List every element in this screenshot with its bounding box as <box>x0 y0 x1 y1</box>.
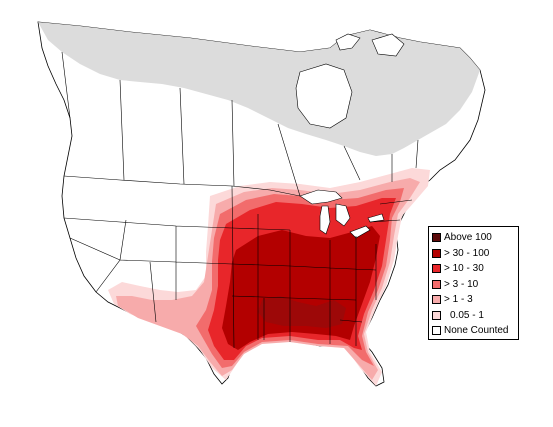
legend-item-none-counted: None Counted <box>432 323 516 339</box>
legend-label: > 10 - 30 <box>444 263 484 275</box>
island-2 <box>371 33 405 57</box>
legend-swatch <box>432 248 441 258</box>
legend-label: > 3 - 10 <box>444 278 479 290</box>
great-lakes <box>299 189 385 239</box>
legend-label: 0.05 - 1 <box>450 309 484 321</box>
legend-item-0-05-1: 0.05 - 1 <box>432 308 516 324</box>
hudson-bay <box>295 63 353 129</box>
legend-swatch <box>432 233 441 243</box>
legend-swatch <box>432 279 441 289</box>
lake-michigan <box>319 205 331 235</box>
legend-label: > 30 - 100 <box>444 247 490 259</box>
legend-item-above-100: Above 100 <box>432 230 516 246</box>
lake-erie <box>349 225 371 239</box>
abundance-above-100 <box>258 296 346 328</box>
canada-province-lines <box>61 51 301 197</box>
state-lines-central <box>231 185 291 349</box>
no-data-region-north <box>38 22 480 156</box>
abundance-layers <box>108 168 430 386</box>
legend-item-10-30: > 10 - 30 <box>432 261 516 277</box>
canada-east-lines <box>343 139 419 182</box>
legend-item-30-100: > 30 - 100 <box>432 246 516 262</box>
legend-swatch <box>432 326 441 336</box>
legend: Above 100 > 30 - 100 > 10 - 30 > 3 - 10 … <box>428 226 519 340</box>
state-lines-west <box>63 217 233 323</box>
legend-item-1-3: > 1 - 3 <box>432 292 516 308</box>
us-canada-border <box>63 175 301 197</box>
legend-swatch <box>432 295 441 305</box>
island-1 <box>335 33 361 51</box>
legend-swatch <box>432 310 441 320</box>
lake-huron <box>335 203 351 227</box>
lake-superior <box>299 189 343 205</box>
legend-label: None Counted <box>444 325 509 337</box>
legend-label: Above 100 <box>444 232 492 244</box>
political-boundaries <box>61 51 419 349</box>
legend-swatch <box>432 264 441 274</box>
legend-item-3-10: > 3 - 10 <box>432 277 516 293</box>
legend-label: > 1 - 3 <box>444 294 473 306</box>
state-lines-east <box>289 199 413 346</box>
arctic-islands <box>335 33 405 57</box>
lake-ontario <box>367 213 385 223</box>
